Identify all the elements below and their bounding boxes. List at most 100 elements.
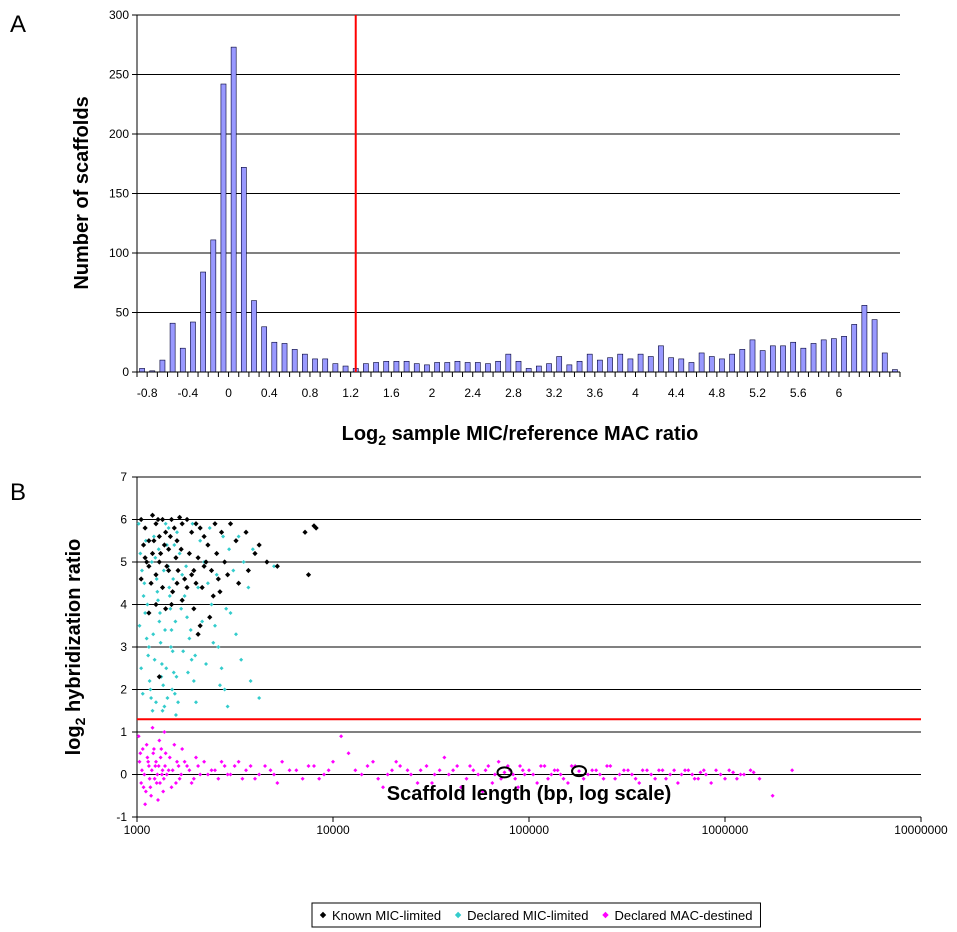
panel-b-y-tick-label: 6 (120, 513, 127, 527)
histogram-bar (281, 343, 288, 373)
scatter-point-declared-mac-destined (701, 768, 706, 773)
scatter-point-declared-mic-limited (154, 577, 159, 581)
scatter-point-declared-mac-destined (189, 781, 194, 785)
scatter-point-declared-mac-destined (144, 742, 149, 747)
panel-a-x-tick-label: 2.8 (505, 386, 522, 400)
histogram-bar (210, 239, 217, 373)
scatter-point-declared-mac-destined (153, 759, 158, 764)
scatter-point-known-mic-limited (174, 538, 180, 544)
panel-a-x-tick-label: 0 (225, 386, 232, 400)
scatter-point-declared-mac-destined (160, 768, 165, 773)
scatter-point-declared-mic-limited (165, 696, 170, 700)
scatter-point-declared-mac-destined (770, 793, 775, 798)
scatter-point-known-mic-limited (191, 567, 197, 574)
panel-a-y-tick-label: 150 (109, 187, 129, 201)
histogram-bar (647, 356, 654, 373)
histogram-bar (312, 358, 318, 373)
scatter-point-declared-mac-destined (151, 751, 156, 756)
scatter-point-declared-mac-destined (287, 768, 292, 773)
histogram-bar (769, 345, 776, 373)
histogram-bar (627, 358, 634, 373)
scatter-point-declared-mac-destined (459, 785, 464, 790)
scatter-point-declared-mac-destined (263, 764, 268, 768)
scatter-point-known-mic-limited (189, 529, 195, 535)
scatter-point-declared-mac-destined (228, 772, 233, 777)
scatter-point-declared-mac-destined (675, 781, 680, 785)
scatter-point-declared-mac-destined (166, 768, 171, 773)
histogram-bar (515, 360, 522, 373)
scatter-point-declared-mac-destined (601, 776, 606, 781)
panel-a-x-tick-label: 5.2 (749, 386, 766, 400)
histogram-bar (454, 360, 461, 373)
panel-b-y-tick-labels: -1 0 1 2 3 4 5 6 7 (116, 470, 127, 824)
scatter-point-declared-mac-destined (558, 772, 563, 777)
panel-b-y-axis-title-suffix: hybridization ratio (63, 539, 85, 718)
scatter-point-declared-mac-destined (718, 772, 723, 777)
histogram-bar (851, 324, 858, 373)
panel-b-highlight-circles (496, 765, 588, 779)
scatter-point-declared-mac-destined (157, 738, 162, 743)
legend: Known MIC-limited Declared MIC-limited Dec… (311, 902, 761, 928)
scatter-point-known-mic-limited (179, 521, 185, 527)
scatter-point-declared-mac-destined (527, 768, 531, 773)
histogram-bar (800, 347, 807, 373)
scatter-point-declared-mac-destined (432, 772, 437, 777)
scatter-point-declared-mic-limited (146, 645, 151, 649)
scatter-point-declared-mac-destined (176, 764, 181, 768)
scatter-point-declared-mic-limited (177, 551, 182, 556)
scatter-point-known-mic-limited (146, 538, 152, 544)
scatter-point-known-mic-limited (191, 606, 197, 612)
scatter-point-declared-mac-destined (202, 759, 207, 764)
scatter-point-declared-mac-destined (405, 768, 410, 773)
scatter-point-declared-mac-destined (698, 770, 703, 775)
scatter-point-declared-mic-limited (148, 687, 153, 692)
panel-a-x-axis-title: Log2 sample MIC/reference MAC ratio (342, 423, 699, 448)
scatter-point-known-mic-limited (159, 516, 166, 523)
histogram-bar (881, 352, 888, 373)
scatter-point-known-mic-limited (302, 529, 308, 535)
histogram-bar (678, 358, 685, 373)
panel-a-bars (139, 46, 898, 373)
scatter-point-declared-mac-destined (682, 768, 687, 773)
scatter-point-declared-mac-destined (212, 768, 217, 773)
scatter-point-declared-mac-destined (154, 781, 159, 785)
scatter-point-declared-mic-limited (211, 640, 216, 645)
scatter-point-declared-mac-destined (437, 768, 442, 773)
legend-label: Declared MIC-limited (467, 908, 588, 923)
panel-b-y-axis-title-prefix: log (63, 725, 85, 755)
histogram-bar (698, 352, 705, 373)
scatter-point-known-mic-limited (186, 550, 192, 557)
scatter-point-declared-mac-destined (613, 776, 618, 781)
scatter-point-declared-mac-destined (173, 781, 178, 785)
scatter-point-declared-mac-destined (502, 770, 507, 775)
scatter-point-declared-mac-destined (139, 781, 144, 785)
scatter-point-known-mic-limited (207, 614, 213, 620)
panel-b-y-tick-label: 0 (120, 768, 127, 782)
scatter-point-known-mic-limited (264, 559, 270, 565)
histogram-bar (261, 326, 268, 373)
scatter-point-declared-mic-limited (182, 594, 187, 598)
histogram-bar (841, 335, 847, 373)
scatter-point-declared-mac-destined (164, 772, 169, 777)
scatter-point-known-mic-limited (184, 584, 190, 591)
scatter-point-declared-mic-limited (167, 594, 172, 598)
scatter-point-declared-mac-destined (236, 759, 241, 764)
histogram-bar (139, 368, 145, 373)
scatter-point-known-mic-limited (140, 542, 147, 548)
histogram-bar (749, 339, 756, 373)
scatter-point-declared-mac-destined (633, 776, 638, 781)
scatter-point-declared-mac-destined (709, 781, 714, 785)
scatter-point-declared-mac-destined (649, 772, 654, 777)
scatter-point-declared-mac-destined (496, 759, 501, 764)
panel-b-axes (132, 476, 922, 822)
scatter-point-declared-mic-limited (184, 564, 189, 569)
scatter-point-declared-mac-destined (300, 776, 305, 781)
scatter-point-declared-mac-destined (476, 772, 481, 777)
scatter-point-known-mic-limited (274, 563, 280, 569)
scatter-point-known-mic-limited (227, 521, 234, 527)
scatter-point-declared-mic-limited (205, 581, 210, 586)
histogram-bar (708, 356, 715, 373)
scatter-point-known-mic-limited (144, 559, 150, 565)
scatter-point-declared-mac-destined (545, 776, 550, 781)
